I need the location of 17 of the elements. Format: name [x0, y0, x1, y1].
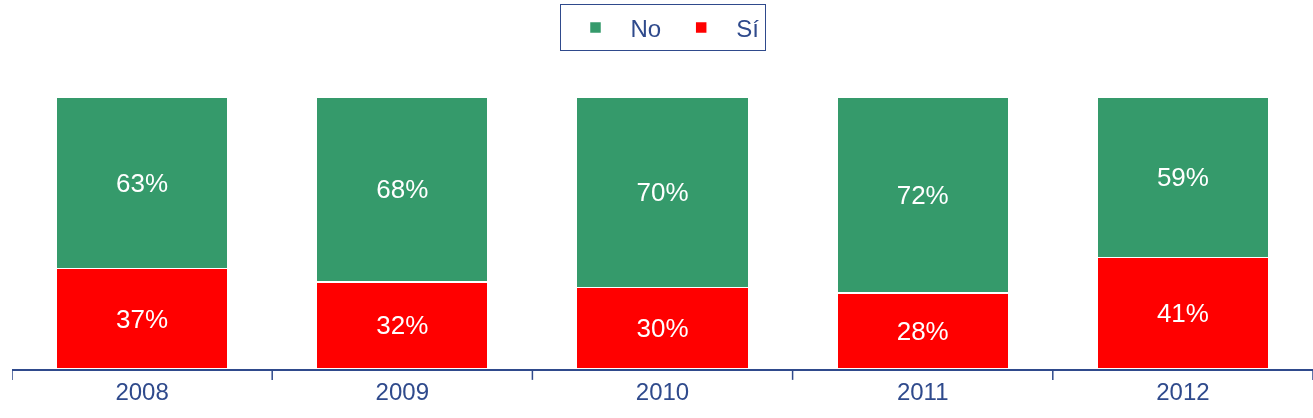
x-tick-label: 2008	[115, 377, 169, 405]
x-tick-label: 2010	[635, 377, 690, 405]
data-label: 32%	[376, 310, 429, 341]
data-label: 41%	[1156, 298, 1209, 329]
legend-label: Sí	[736, 14, 760, 42]
x-tick-label: 2012	[1156, 377, 1210, 405]
data-label: 28%	[896, 315, 949, 346]
x-tick-label: 2009	[375, 377, 429, 405]
data-label: 30%	[636, 313, 689, 344]
data-label: 70%	[636, 177, 689, 208]
data-label: 68%	[376, 174, 429, 205]
x-tick-label: 2011	[896, 377, 949, 405]
data-label: 72%	[896, 179, 949, 210]
data-label: 37%	[116, 303, 169, 334]
legend-label: No	[630, 14, 662, 42]
data-label: 59%	[1156, 162, 1209, 193]
data-label: 63%	[116, 167, 169, 198]
